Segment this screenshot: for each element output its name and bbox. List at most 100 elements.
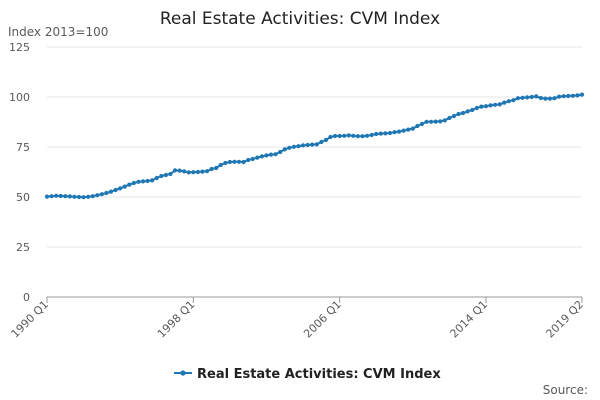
data-point bbox=[214, 165, 219, 171]
data-point bbox=[529, 94, 534, 100]
data-point bbox=[195, 169, 200, 175]
data-point bbox=[465, 109, 470, 114]
data-point bbox=[300, 143, 306, 148]
data-point bbox=[223, 160, 228, 166]
data-point bbox=[163, 172, 168, 178]
data-point bbox=[49, 194, 54, 199]
x-axis: 1990 Q1 1998 Q1 2006 Q1 2014 Q1 2019 Q2 bbox=[9, 296, 587, 341]
x-tick-label: 2014 Q1 bbox=[448, 298, 491, 341]
data-point bbox=[104, 190, 109, 196]
data-point bbox=[58, 193, 63, 199]
data-point bbox=[186, 170, 191, 175]
data-point bbox=[168, 171, 173, 177]
data-point bbox=[451, 113, 457, 119]
data-point bbox=[515, 96, 521, 101]
data-point bbox=[140, 179, 146, 184]
data-point bbox=[342, 133, 347, 138]
data-point bbox=[282, 147, 287, 152]
data-point bbox=[182, 169, 187, 174]
data-point bbox=[557, 94, 562, 99]
plot-area bbox=[44, 92, 585, 200]
data-point bbox=[502, 100, 507, 105]
data-point bbox=[346, 133, 351, 138]
data-point bbox=[419, 121, 425, 127]
data-point bbox=[76, 194, 82, 200]
data-point bbox=[145, 178, 150, 184]
data-point bbox=[278, 149, 283, 155]
data-point bbox=[493, 102, 498, 107]
data-point bbox=[474, 105, 479, 111]
data-point bbox=[287, 145, 292, 150]
data-point bbox=[150, 178, 155, 183]
data-point bbox=[483, 104, 489, 109]
data-point bbox=[250, 156, 255, 162]
data-point bbox=[570, 93, 575, 98]
data-point bbox=[479, 104, 484, 109]
data-point bbox=[447, 115, 452, 121]
y-tick-label: 125 bbox=[9, 41, 30, 54]
data-point bbox=[552, 96, 557, 101]
data-point bbox=[72, 194, 77, 199]
data-point bbox=[191, 170, 196, 175]
data-point bbox=[209, 166, 214, 172]
data-point bbox=[108, 189, 114, 194]
data-point bbox=[401, 128, 406, 133]
x-tick-label: 1998 Q1 bbox=[155, 298, 198, 341]
data-point bbox=[172, 168, 178, 173]
data-point bbox=[364, 133, 370, 138]
x-tick-label: 2019 Q2 bbox=[544, 298, 587, 341]
data-point bbox=[497, 102, 502, 107]
data-point bbox=[232, 159, 237, 164]
data-point bbox=[511, 98, 516, 103]
unit-label: Index 2013=100 bbox=[8, 25, 108, 39]
data-point bbox=[118, 186, 123, 191]
data-point bbox=[470, 107, 475, 113]
data-point bbox=[86, 194, 91, 199]
data-point bbox=[406, 127, 411, 132]
data-point bbox=[561, 94, 566, 99]
data-point bbox=[355, 134, 361, 139]
data-point bbox=[127, 182, 132, 187]
data-point bbox=[525, 95, 530, 100]
data-point bbox=[241, 159, 246, 165]
data-point bbox=[337, 133, 342, 139]
data-point bbox=[273, 152, 278, 157]
data-point bbox=[54, 193, 59, 198]
data-point bbox=[456, 111, 461, 117]
data-point bbox=[410, 126, 415, 131]
legend[interactable]: Real Estate Activities: CVM Index bbox=[174, 367, 441, 382]
y-tick-label: 100 bbox=[9, 91, 30, 104]
data-point bbox=[433, 119, 438, 124]
data-point bbox=[461, 110, 466, 116]
data-point bbox=[392, 130, 397, 135]
legend-point-marker bbox=[180, 370, 186, 376]
data-point bbox=[520, 95, 525, 100]
data-point bbox=[259, 154, 265, 159]
data-point bbox=[95, 193, 100, 198]
series-line bbox=[46, 93, 583, 199]
data-point bbox=[122, 184, 127, 189]
data-point bbox=[218, 162, 223, 168]
data-point bbox=[534, 94, 539, 99]
data-point bbox=[424, 119, 429, 124]
data-point bbox=[44, 194, 50, 199]
data-point bbox=[310, 142, 315, 147]
x-tick-label: 1990 Q1 bbox=[9, 298, 52, 341]
data-point bbox=[246, 157, 251, 163]
data-point bbox=[415, 123, 420, 129]
data-point bbox=[63, 194, 68, 199]
data-point bbox=[291, 144, 297, 149]
data-point bbox=[323, 137, 329, 143]
data-point bbox=[264, 153, 269, 158]
data-point bbox=[236, 159, 242, 164]
y-tick-label: 25 bbox=[16, 241, 30, 254]
data-point bbox=[575, 93, 580, 98]
data-point bbox=[538, 95, 543, 101]
data-point bbox=[204, 169, 210, 174]
data-point bbox=[81, 195, 86, 200]
data-point bbox=[136, 179, 141, 184]
data-point bbox=[351, 133, 356, 138]
data-point bbox=[543, 96, 548, 101]
y-tick-label: 0 bbox=[23, 291, 30, 304]
